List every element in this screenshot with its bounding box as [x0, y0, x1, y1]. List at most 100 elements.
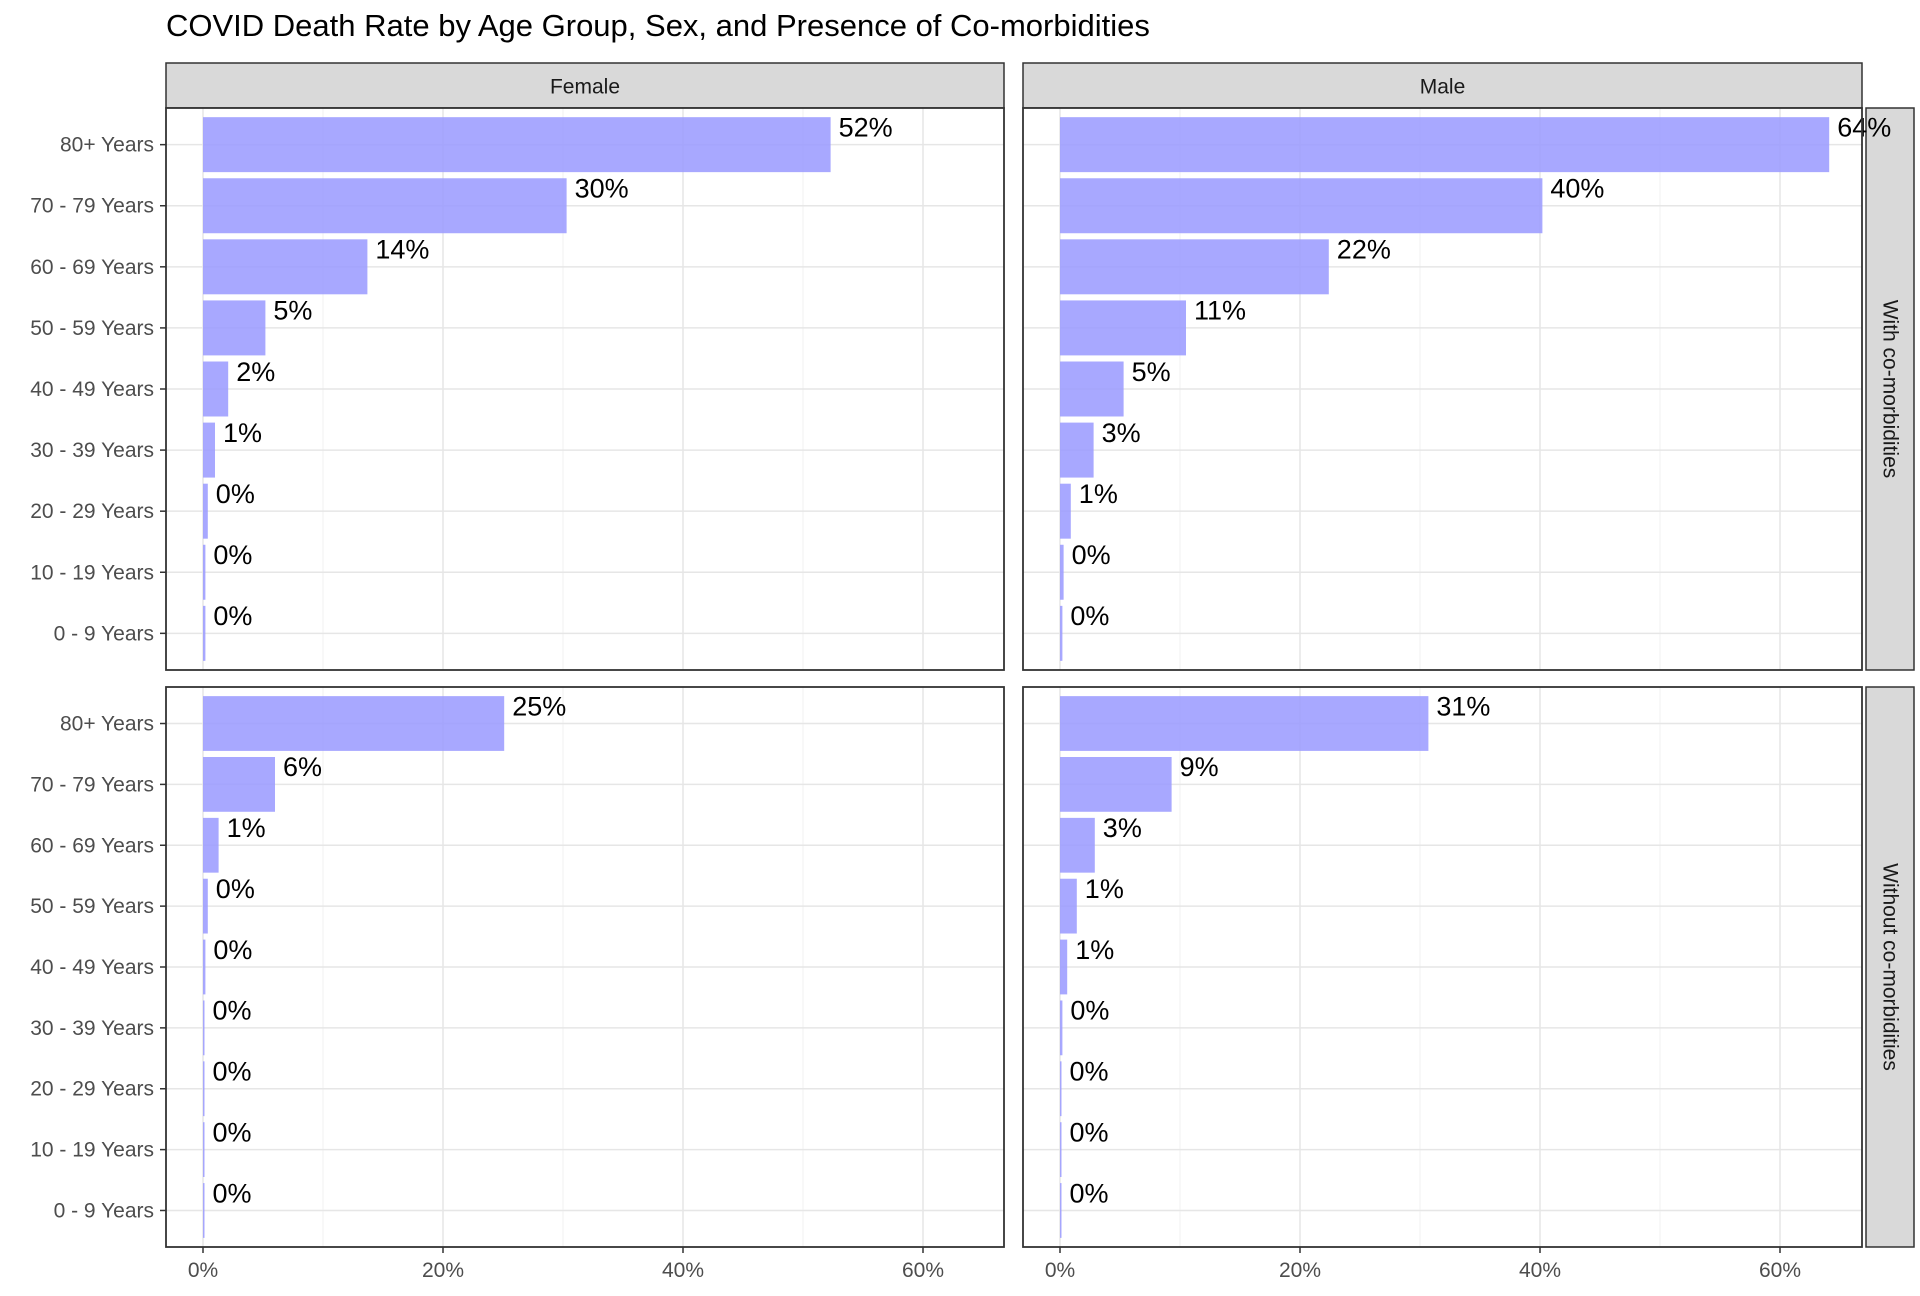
data-label: 31%: [1436, 691, 1490, 721]
bar: [1060, 1061, 1062, 1117]
data-label: 0%: [1070, 601, 1109, 631]
data-label: 40%: [1550, 173, 1604, 203]
data-label: 6%: [283, 752, 322, 782]
data-label: 1%: [223, 418, 262, 448]
bar: [1060, 1183, 1062, 1238]
bar: [1060, 757, 1172, 812]
data-label: 9%: [1180, 752, 1219, 782]
data-label: 3%: [1103, 813, 1142, 843]
bar: [1060, 422, 1094, 478]
y-tick-label: 70 - 79 Years: [30, 773, 154, 796]
y-tick-label: 50 - 59 Years: [30, 317, 154, 340]
facet-strip-male: [1022, 62, 1863, 109]
y-tick-label: 30 - 39 Years: [30, 1017, 154, 1040]
y-tick-label: 70 - 79 Years: [30, 195, 154, 218]
bar: [203, 1183, 205, 1238]
data-label: 0%: [213, 1178, 252, 1208]
data-label: 2%: [236, 357, 275, 387]
y-tick-label: 80+ Years: [60, 134, 154, 157]
y-tick-label: 40 - 49 Years: [30, 956, 154, 979]
bar: [1060, 1000, 1063, 1056]
x-tick-label: 60%: [1759, 1259, 1801, 1282]
data-label: 0%: [213, 1057, 252, 1087]
data-label: 64%: [1837, 112, 1891, 142]
data-label: 0%: [1070, 1057, 1109, 1087]
data-label: 3%: [1102, 418, 1141, 448]
y-tick-label: 0 - 9 Years: [54, 622, 154, 645]
bar: [203, 878, 208, 934]
data-label: 5%: [1132, 357, 1171, 387]
bar: [1060, 544, 1064, 600]
bar: [203, 605, 206, 661]
bar: [1060, 483, 1071, 539]
x-tick-label: 20%: [422, 1259, 464, 1282]
bar: [203, 696, 505, 751]
y-tick-label: 10 - 19 Years: [30, 561, 154, 584]
data-label: 0%: [1070, 1117, 1109, 1147]
bar: [203, 361, 229, 417]
y-tick-label: 40 - 49 Years: [30, 378, 154, 401]
y-tick-label: 60 - 69 Years: [30, 834, 154, 857]
data-label: 11%: [1194, 296, 1246, 326]
bar: [1060, 817, 1095, 873]
chart-title: COVID Death Rate by Age Group, Sex, and …: [166, 8, 1150, 43]
data-label: 0%: [213, 935, 252, 965]
x-tick-label: 0%: [1045, 1259, 1075, 1282]
data-label: 0%: [216, 874, 255, 904]
bar: [203, 1122, 205, 1177]
bar: [1060, 605, 1063, 661]
y-tick-label: 10 - 19 Years: [30, 1139, 154, 1162]
y-tick-label: 20 - 29 Years: [30, 1078, 154, 1101]
bar: [203, 939, 206, 995]
y-tick-label: 80+ Years: [60, 713, 154, 736]
x-tick-label: 60%: [902, 1259, 944, 1282]
facet-label-female: Female: [550, 76, 620, 99]
data-label: 0%: [213, 996, 252, 1026]
y-tick-label: 50 - 59 Years: [30, 895, 154, 918]
y-tick-label: 20 - 29 Years: [30, 500, 154, 523]
bar: [1060, 239, 1329, 295]
data-label: 0%: [213, 601, 252, 631]
facet-strip-row-2: [1865, 686, 1915, 1248]
bar: [203, 483, 208, 539]
data-label: 0%: [213, 1117, 252, 1147]
bar: [203, 1061, 205, 1117]
data-label: 0%: [1070, 996, 1109, 1026]
bar: [1060, 696, 1429, 751]
bar: [203, 817, 219, 873]
facet-label-row-1: With co-morbidities: [1879, 300, 1902, 479]
panel-border: [1022, 686, 1863, 1248]
facet-strip-female: [165, 62, 1005, 109]
data-label: 5%: [273, 296, 312, 326]
bar: [203, 117, 831, 173]
data-label: 30%: [575, 173, 629, 203]
data-label: 0%: [1072, 540, 1111, 570]
data-label: 14%: [375, 235, 429, 265]
panel-border: [1022, 107, 1863, 671]
x-tick-label: 0%: [188, 1259, 218, 1282]
y-tick-label: 0 - 9 Years: [54, 1199, 154, 1222]
bar: [1060, 1122, 1062, 1177]
bar: [203, 1000, 205, 1056]
bar: [203, 178, 567, 234]
facet-strip-row-1: [1865, 107, 1915, 671]
y-tick-label: 60 - 69 Years: [30, 256, 154, 279]
data-label: 52%: [839, 112, 893, 142]
x-tick-label: 20%: [1279, 1259, 1321, 1282]
bar: [203, 422, 215, 478]
bar: [1060, 361, 1124, 417]
bar: [203, 239, 368, 295]
data-label: 0%: [213, 540, 252, 570]
y-tick-label: 30 - 39 Years: [30, 439, 154, 462]
bar: [1060, 878, 1077, 934]
facet-label-male: Male: [1420, 76, 1466, 99]
data-label: 25%: [512, 691, 566, 721]
bar: [203, 757, 275, 812]
bar: [1060, 939, 1068, 995]
bar: [203, 300, 266, 356]
facet-label-row-2: Without co-morbidities: [1879, 863, 1902, 1071]
bar: [1060, 300, 1186, 356]
data-label: 0%: [216, 479, 255, 509]
